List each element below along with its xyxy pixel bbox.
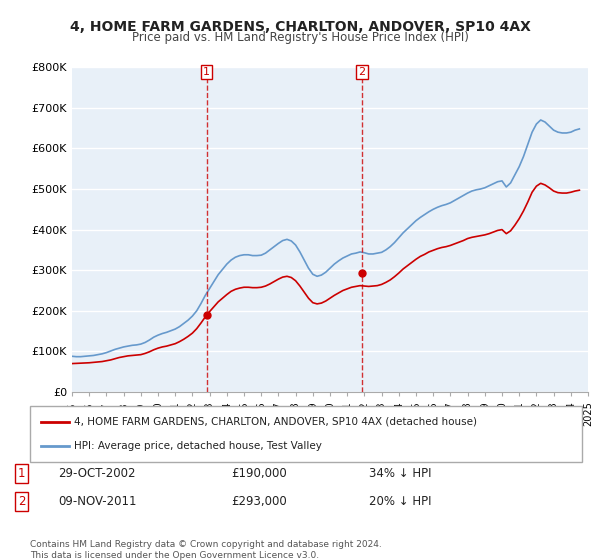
Text: 2: 2: [18, 496, 25, 508]
Text: £293,000: £293,000: [231, 496, 287, 508]
Text: 4, HOME FARM GARDENS, CHARLTON, ANDOVER, SP10 4AX (detached house): 4, HOME FARM GARDENS, CHARLTON, ANDOVER,…: [74, 417, 477, 427]
FancyBboxPatch shape: [30, 406, 582, 462]
Text: 2: 2: [358, 67, 365, 77]
Text: 1: 1: [203, 67, 210, 77]
Text: 34% ↓ HPI: 34% ↓ HPI: [369, 467, 431, 480]
Text: 09-NOV-2011: 09-NOV-2011: [58, 496, 137, 508]
Text: 20% ↓ HPI: 20% ↓ HPI: [369, 496, 431, 508]
Text: £190,000: £190,000: [231, 467, 287, 480]
Text: 29-OCT-2002: 29-OCT-2002: [58, 467, 136, 480]
Text: Contains HM Land Registry data © Crown copyright and database right 2024.
This d: Contains HM Land Registry data © Crown c…: [30, 540, 382, 560]
Text: 1: 1: [18, 467, 25, 480]
Text: HPI: Average price, detached house, Test Valley: HPI: Average price, detached house, Test…: [74, 441, 322, 451]
Text: 4, HOME FARM GARDENS, CHARLTON, ANDOVER, SP10 4AX: 4, HOME FARM GARDENS, CHARLTON, ANDOVER,…: [70, 20, 530, 34]
Text: Price paid vs. HM Land Registry's House Price Index (HPI): Price paid vs. HM Land Registry's House …: [131, 31, 469, 44]
